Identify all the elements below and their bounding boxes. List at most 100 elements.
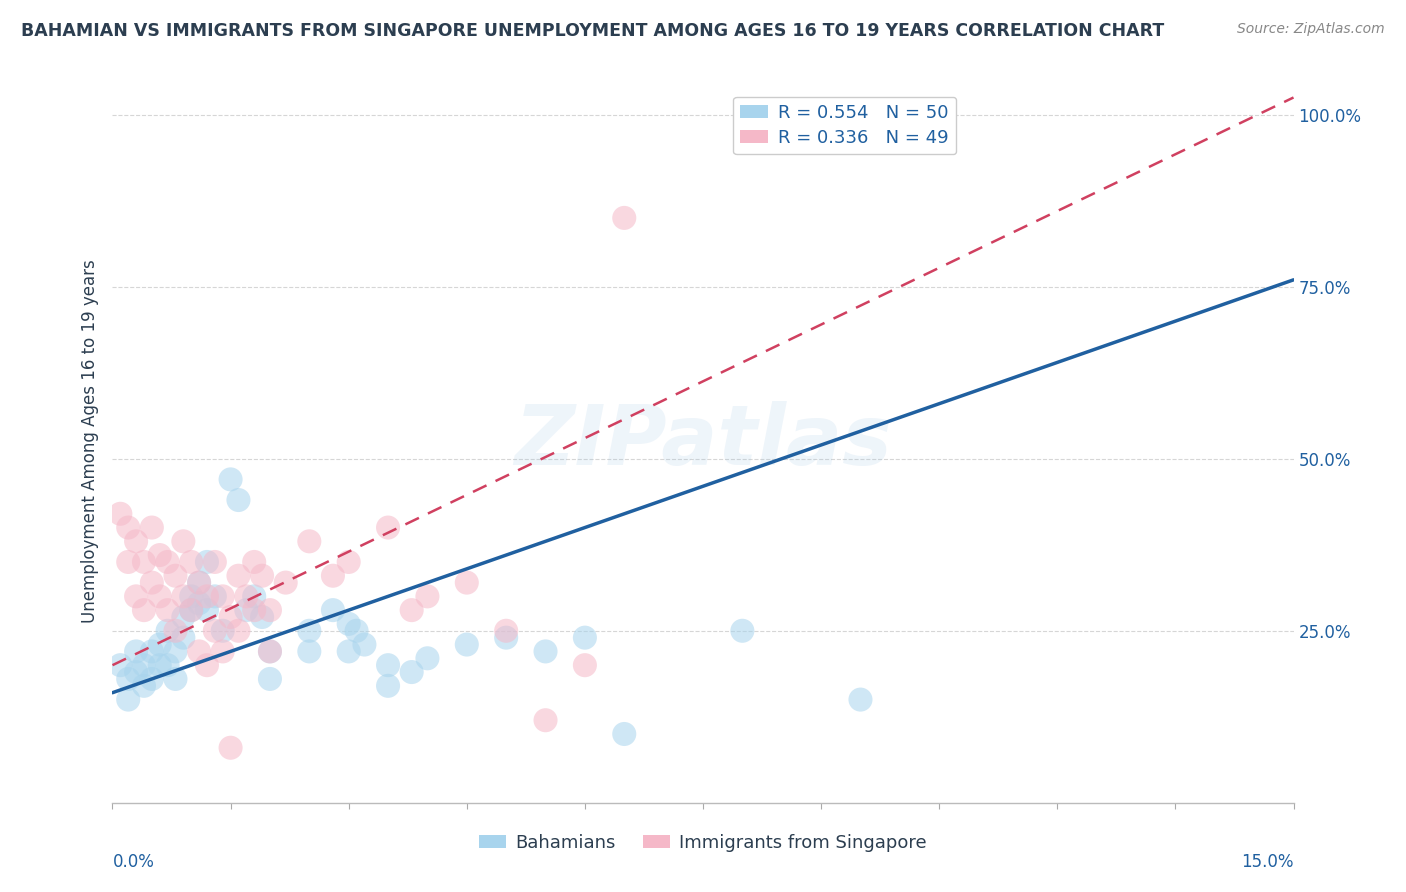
Point [132,658,155,673]
Point [534,644,557,658]
Point [495,624,517,638]
Point [298,644,321,658]
Point [165,644,187,658]
Point [172,631,194,645]
Point [188,596,211,610]
Point [149,590,172,604]
Point [172,590,194,604]
Point [377,679,399,693]
Point [259,644,281,658]
Point [337,555,360,569]
Point [141,644,163,658]
Point [180,603,202,617]
Point [337,616,360,631]
Point [377,658,399,673]
Point [613,727,636,741]
Point [322,568,344,582]
Point [259,672,281,686]
Point [165,672,187,686]
Point [259,644,281,658]
Point [250,568,273,582]
Point [495,631,517,645]
Point [165,624,187,638]
Point [188,644,211,658]
Point [353,638,375,652]
Point [180,603,202,617]
Point [235,603,257,617]
Point [243,555,266,569]
Point [337,644,360,658]
Point [125,665,148,679]
Point [165,568,187,582]
Point [211,644,233,658]
Legend: Bahamians, Immigrants from Singapore: Bahamians, Immigrants from Singapore [472,826,934,859]
Point [195,658,218,673]
Point [110,658,132,673]
Point [188,575,211,590]
Point [117,555,139,569]
Point [322,603,344,617]
Point [117,692,139,706]
Point [346,624,368,638]
Point [613,211,636,225]
Point [117,672,139,686]
Point [211,590,233,604]
Point [141,575,163,590]
Point [416,651,439,665]
Point [156,658,179,673]
Point [849,692,872,706]
Point [401,665,423,679]
Point [149,548,172,562]
Point [195,603,218,617]
Point [156,624,179,638]
Point [219,610,242,624]
Point [377,520,399,534]
Point [125,590,148,604]
Point [219,472,242,486]
Point [141,520,163,534]
Point [274,575,297,590]
Point [416,590,439,604]
Point [156,555,179,569]
Point [195,590,218,604]
Point [228,568,250,582]
Point [228,493,250,508]
Point [298,624,321,638]
Point [125,534,148,549]
Point [211,624,233,638]
Point [132,679,155,693]
Point [243,603,266,617]
Point [180,590,202,604]
Point [204,555,226,569]
Point [188,575,211,590]
Point [574,631,596,645]
Point [156,603,179,617]
Point [456,575,478,590]
Point [172,534,194,549]
Point [141,672,163,686]
Point [149,638,172,652]
Point [574,658,596,673]
Point [204,590,226,604]
Text: ZIPatlas: ZIPatlas [515,401,891,482]
Point [243,590,266,604]
Point [125,644,148,658]
Point [204,624,226,638]
Text: 15.0%: 15.0% [1241,854,1294,871]
Point [534,713,557,727]
Point [149,658,172,673]
Point [250,610,273,624]
Point [219,740,242,755]
Point [172,610,194,624]
Point [228,624,250,638]
Point [259,603,281,617]
Y-axis label: Unemployment Among Ages 16 to 19 years: Unemployment Among Ages 16 to 19 years [80,260,98,624]
Text: 0.0%: 0.0% [112,854,155,871]
Text: BAHAMIAN VS IMMIGRANTS FROM SINGAPORE UNEMPLOYMENT AMONG AGES 16 TO 19 YEARS COR: BAHAMIAN VS IMMIGRANTS FROM SINGAPORE UN… [21,22,1164,40]
Point [195,555,218,569]
Point [117,520,139,534]
Point [132,555,155,569]
Text: Source: ZipAtlas.com: Source: ZipAtlas.com [1237,22,1385,37]
Point [132,603,155,617]
Point [731,624,754,638]
